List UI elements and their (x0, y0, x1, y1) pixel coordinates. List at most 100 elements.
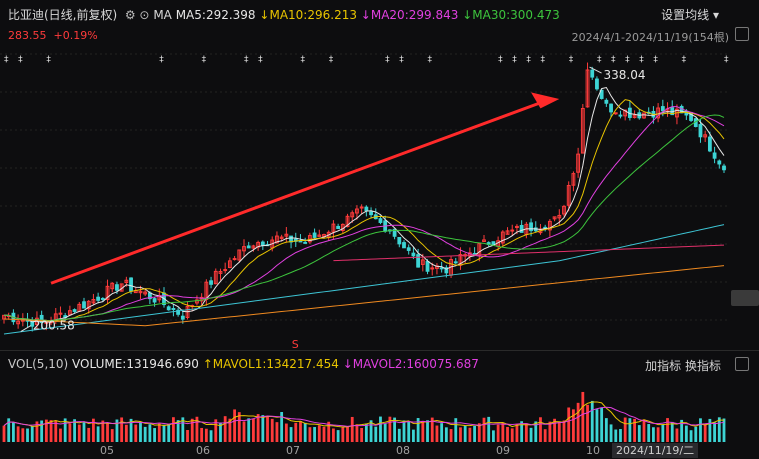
volume-indicator-label: VOL(5,10) (8, 357, 69, 371)
volume-bar (529, 427, 533, 442)
volume-bar (186, 430, 189, 442)
stock-name[interactable]: 比亚迪(日线,前复权) (8, 8, 118, 22)
candle-body (482, 239, 486, 243)
volume-bar (482, 417, 486, 442)
volume-bar (261, 415, 265, 442)
signal-mark: ‡ (724, 55, 729, 65)
mavol1-line (3, 401, 725, 428)
volume-bar (7, 418, 11, 442)
volume-bar (54, 420, 58, 442)
volume-bar (524, 423, 528, 442)
signal-mark: ‡ (385, 55, 390, 65)
add-indicator-button[interactable]: 加指标 (645, 359, 682, 373)
candle-body (209, 280, 213, 285)
ma30-value: MA30:300.473 (472, 8, 560, 22)
volume-bar (642, 419, 646, 442)
volume-bar (35, 421, 39, 442)
candle-body (115, 284, 119, 291)
volume-bar (717, 417, 721, 442)
candle-body (632, 114, 637, 118)
volume-bar (426, 420, 429, 442)
candle-body (707, 136, 712, 152)
mavol2-line (3, 406, 725, 427)
candle-body (246, 245, 251, 249)
volume-bar (82, 422, 86, 442)
volume-bar (148, 424, 152, 442)
volume-bar (12, 422, 15, 442)
ma-settings-button[interactable]: 设置均线 ▾ (661, 8, 719, 22)
volume-value: VOLUME:131946.690 (72, 357, 199, 371)
high-price-label: 338.04 (604, 68, 646, 82)
candle-body (580, 107, 585, 154)
volume-bar (539, 417, 542, 442)
candle-body (547, 220, 552, 231)
volume-bar (487, 416, 491, 442)
candle-body (562, 205, 566, 215)
signal-mark: ‡ (540, 55, 545, 65)
scroll-handle[interactable] (731, 290, 759, 306)
volume-bar (515, 423, 519, 442)
volume-bar (600, 407, 604, 442)
ma10-arrow: ↓ (259, 8, 270, 22)
candle-body (129, 277, 133, 292)
volume-bar (256, 414, 260, 442)
x-tick-jul: 07 (286, 444, 300, 457)
candle-body (566, 185, 571, 206)
volume-bar (496, 424, 500, 442)
candle-body (143, 291, 148, 295)
price-chart[interactable]: 338.04 200.58 S ‡ ‡ ‡ ‡ ‡ ‡ ‡ ‡ ‡ ‡ ‡ ‡ ‡ ‡ ‡ ‡ ‡ ‡ ‡ ‡ ‡ ‡ ‡ ‡ (0, 44, 730, 350)
volume-bar (449, 429, 453, 442)
volume-bar (647, 424, 651, 442)
volume-bar (675, 428, 679, 442)
volume-bar (383, 423, 387, 442)
s-marker: S (292, 338, 299, 350)
signal-mark: ‡ (526, 55, 531, 65)
candle-body (642, 112, 646, 119)
ma-label: MA (153, 8, 172, 22)
signal-mark: ‡ (653, 55, 658, 65)
volume-bar (708, 418, 712, 442)
cursor-date-badge: 2024/11/19/二 (612, 443, 699, 458)
eye-icon[interactable]: ⊙ (139, 8, 150, 22)
candle-body (303, 241, 308, 244)
volume-bar (407, 420, 411, 442)
candle-body (411, 252, 416, 257)
settings-icon[interactable]: ⚙ (121, 8, 136, 22)
volume-bar (623, 417, 627, 442)
candle-body (397, 237, 402, 245)
collapse-icon[interactable] (735, 27, 749, 41)
candle-body (242, 246, 246, 252)
volume-bar (327, 421, 331, 442)
volume-bar (454, 418, 458, 442)
volume-bar (374, 426, 378, 442)
candle-body (355, 208, 359, 214)
candle-body (519, 224, 524, 233)
x-tick-may: 05 (100, 444, 114, 457)
candle-body (331, 223, 336, 233)
candle-body (378, 218, 383, 223)
candle-body (722, 165, 726, 171)
volume-bar (21, 428, 25, 442)
volume-bar (699, 418, 702, 442)
candle-body (529, 222, 533, 232)
volume-bar (336, 430, 340, 442)
volume-bar (252, 418, 255, 442)
volume-header: VOL(5,10) VOLUME:131946.690 ↑MAVOL1:1342… (8, 357, 479, 371)
volume-bar (162, 424, 166, 442)
signal-mark: ‡ (399, 55, 404, 65)
ma10-line (3, 99, 725, 322)
volume-bar (204, 428, 208, 442)
candle-body (223, 269, 228, 272)
candle-body (237, 249, 242, 261)
volume-bar (317, 425, 321, 442)
volume-bar (59, 428, 62, 442)
volume-bar (233, 409, 236, 442)
switch-indicator-button[interactable]: 换指标 (684, 359, 721, 373)
volume-collapse-icon[interactable] (735, 357, 749, 371)
candle-body (227, 260, 232, 269)
ma20-arrow: ↓ (360, 8, 371, 22)
candle-body (453, 261, 458, 264)
volume-bar (364, 423, 368, 442)
volume-bar (520, 421, 524, 442)
volume-bar (506, 426, 509, 442)
